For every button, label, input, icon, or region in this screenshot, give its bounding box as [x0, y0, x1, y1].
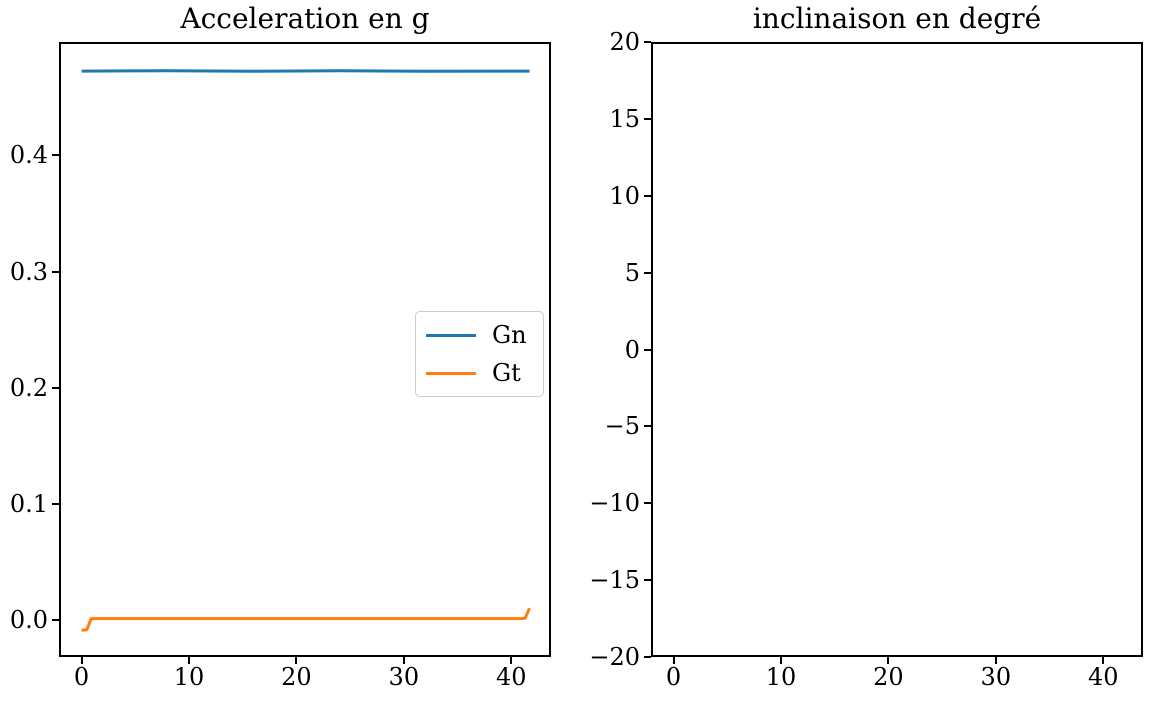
x-tick-mark: [672, 657, 675, 664]
series-plot-inclinaison: [651, 42, 1143, 657]
y-tick-label: −5: [604, 412, 640, 441]
y-tick-mark: [52, 154, 59, 157]
x-tick-mark: [779, 657, 782, 664]
y-tick-label: 0.0: [9, 606, 48, 635]
plot-area-inclinaison: [651, 42, 1143, 657]
subplot-title-inclinaison: inclinaison en degré: [752, 2, 1042, 35]
series-line-gn: [81, 69, 530, 73]
subplot-title-acceleration: Acceleration en g: [180, 2, 430, 35]
y-tick-label: 0.3: [9, 257, 48, 286]
series-plot-acceleration: [81, 69, 531, 632]
y-tick-label: 20: [609, 28, 640, 56]
y-tick-mark: [644, 348, 651, 351]
x-tick-label: 40: [1087, 663, 1119, 691]
x-tick-label: 30: [980, 663, 1012, 691]
y-tick-mark: [644, 502, 651, 505]
x-tick-mark: [187, 657, 190, 664]
y-tick-mark: [52, 270, 59, 273]
legend-label-gt: Gt: [492, 359, 521, 387]
x-tick-label: 20: [281, 663, 312, 691]
x-tick-label: 30: [388, 663, 420, 691]
x-tick-mark: [295, 657, 298, 664]
y-tick-mark: [644, 656, 651, 658]
y-tick-label: −20: [589, 643, 640, 671]
legend-label-gn: Gn: [492, 321, 527, 349]
y-tick-label: 0.1: [9, 490, 48, 519]
legend-line-sample-gn: [426, 333, 476, 337]
y-tick-label: 0.2: [9, 373, 48, 402]
subplot-inclinaison: inclinaison en degré 0 10 20 30 40 20 15 10 5 0 −5…: [589, 2, 1143, 691]
legend-entry-gn: Gn: [426, 322, 533, 348]
y-tick-mark: [644, 41, 651, 43]
plot-area-acceleration: Gn Gt: [59, 42, 551, 657]
y-tick-mark: [52, 386, 59, 389]
series-line-gt: [81, 607, 531, 632]
y-tick-mark: [644, 194, 651, 197]
y-tick-label: 15: [609, 104, 640, 133]
y-tick-label: 0.4: [9, 141, 48, 170]
y-tick-label: −10: [589, 489, 640, 518]
y-tick-mark: [52, 503, 59, 506]
x-tick-label: 0: [73, 663, 90, 691]
y-tick-label: 0: [624, 335, 640, 364]
x-tick-mark: [402, 657, 405, 664]
y-tick-mark: [644, 117, 651, 120]
legend-entry-gt: Gt: [426, 360, 533, 386]
x-tick-label: 10: [765, 663, 797, 691]
x-tick-mark: [994, 657, 997, 664]
subplot-acceleration: Acceleration en g Gn Gt 0 10 20 30 40 0.0 0.1 0…: [10, 2, 551, 691]
y-tick-label: 5: [624, 258, 640, 287]
y-tick-mark: [52, 619, 59, 622]
x-tick-mark: [1102, 657, 1105, 664]
y-tick-label: −15: [589, 566, 640, 595]
x-tick-label: 0: [665, 663, 682, 691]
x-tick-mark: [887, 657, 890, 664]
x-tick-mark: [80, 657, 83, 664]
x-tick-label: 10: [173, 663, 205, 691]
x-tick-label: 20: [873, 663, 904, 691]
y-tick-mark: [644, 271, 651, 274]
y-tick-mark: [644, 579, 651, 582]
legend: Gn Gt: [415, 311, 544, 397]
legend-line-sample-gt: [426, 371, 476, 375]
x-tick-mark: [510, 657, 513, 664]
y-tick-mark: [644, 425, 651, 428]
y-tick-label: 10: [609, 181, 640, 210]
x-tick-label: 40: [495, 663, 527, 691]
